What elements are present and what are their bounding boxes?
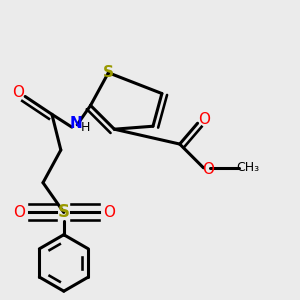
Text: S: S: [58, 203, 70, 221]
Text: CH₃: CH₃: [236, 161, 259, 174]
Text: H: H: [81, 121, 90, 134]
Text: N: N: [69, 116, 82, 131]
Text: O: O: [12, 85, 24, 100]
Text: O: O: [103, 205, 115, 220]
Text: O: O: [202, 162, 214, 177]
Text: S: S: [103, 65, 114, 80]
Text: O: O: [198, 112, 210, 127]
Text: O: O: [13, 205, 25, 220]
